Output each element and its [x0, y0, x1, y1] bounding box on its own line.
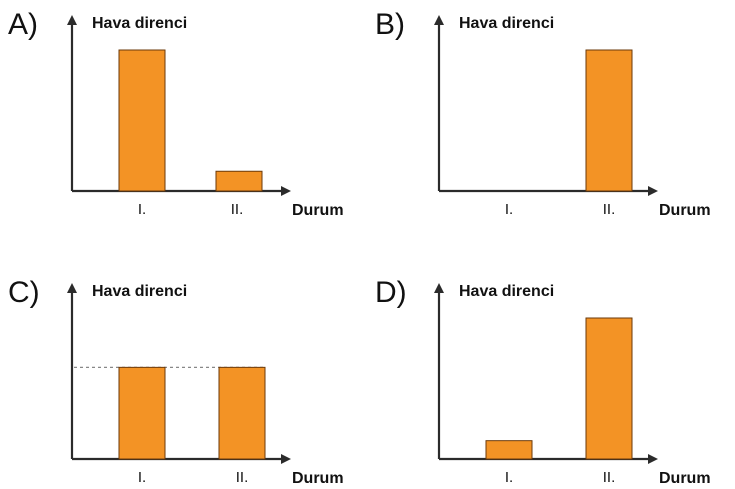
option-label: A): [8, 8, 38, 41]
y-axis-label: Hava direnci: [92, 283, 187, 300]
x-tick-label: II.: [231, 201, 244, 218]
bar-ii: [215, 170, 263, 192]
bar-i: [118, 49, 166, 192]
chart-panel-d: D) Hava direnci Durum I. II.: [375, 276, 711, 487]
x-axis-label: Durum: [292, 202, 344, 219]
x-axis-label: Durum: [659, 470, 711, 487]
option-label: D): [375, 276, 407, 309]
x-tick-label: II.: [236, 469, 249, 486]
x-tick-label: II.: [603, 469, 616, 486]
y-axis-label: Hava direnci: [459, 283, 554, 300]
option-label: C): [8, 276, 40, 309]
x-axis-label: Durum: [292, 470, 344, 487]
x-tick-label: I.: [138, 469, 146, 486]
x-tick-label: I.: [505, 201, 513, 218]
y-axis-label: Hava direnci: [459, 15, 554, 32]
x-tick-label: I.: [505, 469, 513, 486]
y-axis-label: Hava direnci: [92, 15, 187, 32]
option-label: B): [375, 8, 405, 41]
bar-ii: [585, 49, 633, 192]
x-axis-label: Durum: [659, 202, 711, 219]
bar-i: [118, 366, 166, 460]
chart-panel-a: A) Hava direnci Durum I. II.: [8, 8, 344, 219]
bar-ii: [585, 317, 633, 460]
bar-i: [485, 440, 533, 460]
x-tick-label: I.: [138, 201, 146, 218]
x-tick-label: II.: [603, 201, 616, 218]
chart-panel-c: C) Hava direnci Durum I. II.: [8, 276, 344, 487]
bar-ii: [218, 366, 266, 460]
chart-panel-b: B) Hava direnci Durum I. II.: [375, 8, 711, 219]
